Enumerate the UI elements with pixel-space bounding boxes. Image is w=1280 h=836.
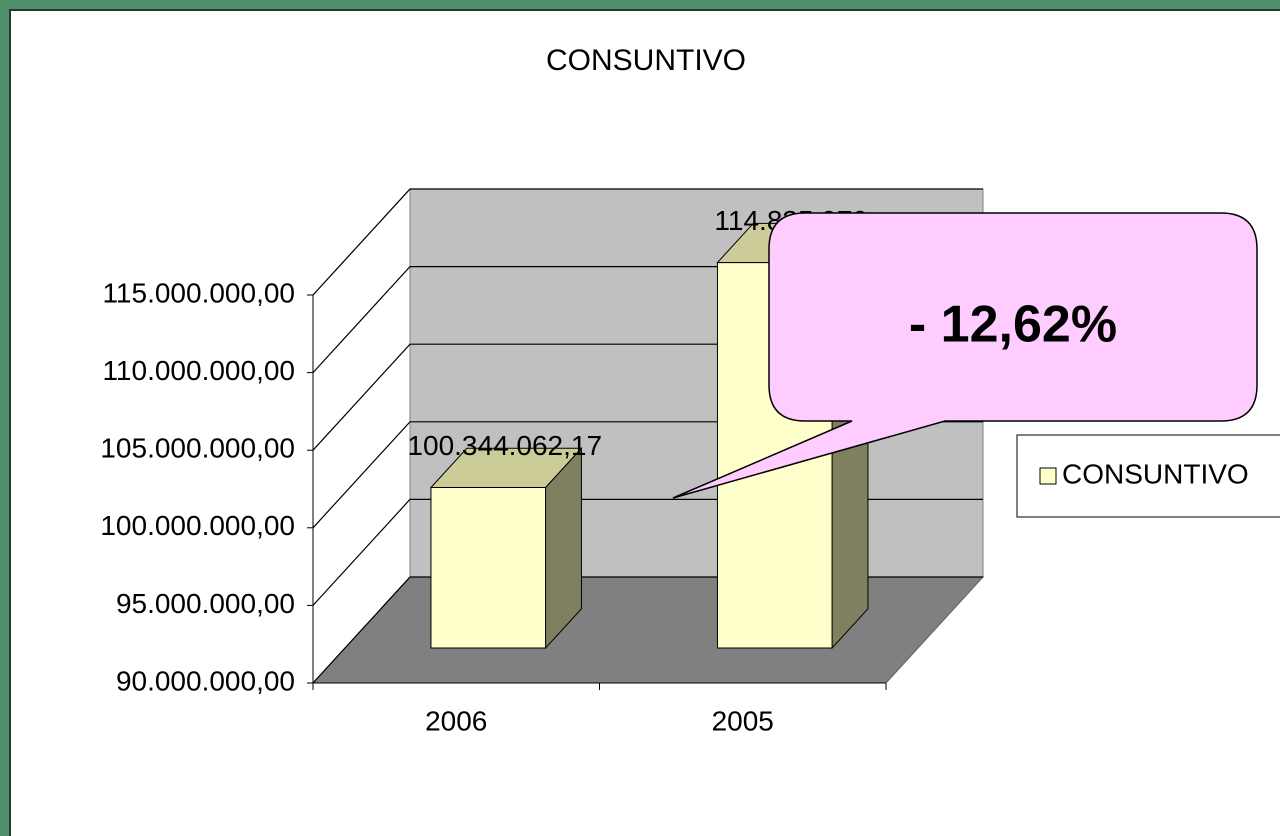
- floor: [311, 576, 985, 684]
- y-tick-label: 115.000.000,00: [102, 277, 295, 308]
- bar: [430, 486, 547, 649]
- legend-label: CONSUNTIVO: [1062, 458, 1249, 489]
- y-tick-label: 105.000.000,00: [100, 433, 295, 464]
- chart-title: CONSUNTIVO: [546, 44, 746, 77]
- data-label: 100.344.062,17: [407, 430, 602, 461]
- legend: [1016, 434, 1280, 518]
- y-tick-label: 90.000.000,00: [116, 665, 295, 696]
- callout-text: - 12,62%: [909, 296, 1117, 354]
- callout: [672, 212, 1258, 499]
- x-tick-label: 2006: [425, 705, 487, 736]
- grid-line: [312, 188, 983, 296]
- y-tick-label: 110.000.000,00: [102, 355, 295, 386]
- y-tick-label: 100.000.000,00: [100, 510, 295, 541]
- y-tick-label: 95.000.000,00: [116, 588, 295, 619]
- legend-swatch: [1039, 467, 1057, 485]
- x-tick-label: 2005: [712, 705, 774, 736]
